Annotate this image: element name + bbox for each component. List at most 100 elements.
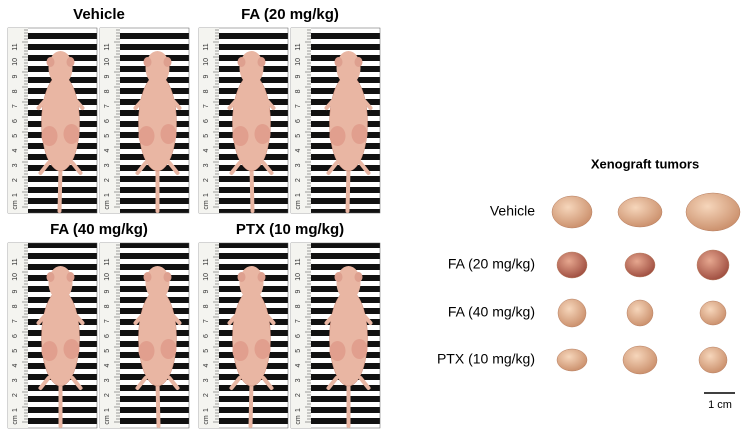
ruler [100,243,120,428]
photo: cm 1 2 3 4 5 6 7 8 9 10 11 [290,242,381,429]
photo: cm 1 2 3 4 5 6 7 8 9 10 11 [7,242,98,429]
ruler-number: 1 [12,193,19,197]
ruler-number: 7 [12,104,19,108]
mouse-leg [70,161,83,175]
tumor [556,251,588,279]
tumor-bump [63,124,80,144]
ruler-number: 11 [295,258,302,265]
mouse-body [329,74,368,172]
mouse-leg [261,376,274,390]
row-label: FA (20 mg/kg) [448,256,535,272]
row-label: Vehicle [490,203,535,219]
tumor [699,300,727,326]
ruler-number: 3 [12,378,19,382]
ruler-number: 11 [203,258,210,265]
mouse-ear [163,272,172,282]
tumor-bump [329,126,346,146]
mouse-body [232,74,271,172]
photo: cm 1 2 3 4 5 6 7 8 9 10 11 [290,27,381,214]
ruler-number: 2 [203,393,210,397]
mouse-leg [262,311,276,325]
ruler-number: 8 [295,89,302,93]
tumor-bump [254,339,271,359]
mouse-leg [167,161,180,175]
ruler-number: 4 [104,149,111,153]
row-label: FA (40 mg/kg) [448,304,535,320]
ruler-number: 11 [12,43,19,50]
ruler-number: 10 [12,58,19,66]
mouse-tail [249,166,255,213]
mouse-leg [168,311,182,325]
ruler-number: 9 [295,75,302,79]
mouse-leg [36,96,50,110]
ruler-number: 10 [295,58,302,66]
ruler [8,243,28,428]
photo: cm 1 2 3 4 5 6 7 8 9 10 11 [198,242,289,429]
mouse-body [329,289,368,387]
tumor [551,195,593,229]
mouse-ear [143,57,152,67]
tumor-bump [63,339,80,359]
tumor-bump [351,339,368,359]
tumor [556,348,588,372]
ruler-number: 9 [104,75,111,79]
ruler-number: 8 [12,89,19,93]
ruler-number: 3 [295,378,302,382]
ruler-number: 10 [12,273,19,281]
ruler-number: 1 [104,193,111,197]
ruler-number: 9 [203,290,210,294]
mouse-ear [46,57,55,67]
mouse-ear [354,57,363,67]
ruler-number: 2 [295,178,302,182]
ruler-number: 5 [12,349,19,353]
mouse-leg [227,311,241,325]
mouse-leg [326,376,339,390]
mouse-ear [66,57,75,67]
ruler-number: 7 [203,104,210,108]
ruler-unit: cm [203,415,210,425]
mouse-ear [334,272,343,282]
scale-label: 1 cm [708,399,732,411]
mouse-leg [261,161,274,175]
tumor [685,192,741,232]
ruler-number: 9 [12,290,19,294]
ruler-number: 7 [104,319,111,323]
mouse-ear [257,272,266,282]
photo: cm 1 2 3 4 5 6 7 8 9 10 11 [99,27,190,214]
mouse-leg [36,311,50,325]
mouse-body [41,74,80,172]
mouse-head [145,51,170,85]
ruler-number: 8 [203,89,210,93]
ruler-number: 6 [203,334,210,338]
mouse-leg [359,311,373,325]
mouse-leg [135,376,148,390]
mouse-leg [262,96,276,110]
ruler-unit: cm [12,415,19,425]
panel-title: FA (20 mg/kg) [241,6,339,23]
ruler-number: 7 [295,104,302,108]
mouse-leg [229,161,242,175]
ruler-number: 2 [104,393,111,397]
ruler-number: 3 [203,378,210,382]
ruler-number: 7 [104,104,111,108]
ruler-number: 9 [203,75,210,79]
mouse-tail [57,166,63,213]
ruler-number: 7 [12,319,19,323]
mouse-leg [70,376,83,390]
mouse-leg [167,376,180,390]
ruler [291,243,311,428]
mouse-leg [133,311,147,325]
ruler-number: 7 [203,319,210,323]
mouse-head [336,51,361,85]
ruler-number: 7 [295,319,302,323]
ruler-number: 4 [12,364,19,368]
ruler-number: 8 [295,304,302,308]
ruler-number: 6 [12,119,19,123]
tumor [622,345,658,375]
mouse-leg [359,96,373,110]
ruler-unit: cm [104,415,111,425]
ruler-number: 3 [203,163,210,167]
mouse-ear [257,57,266,67]
mouse-ear [163,57,172,67]
mouse-leg [71,311,85,325]
